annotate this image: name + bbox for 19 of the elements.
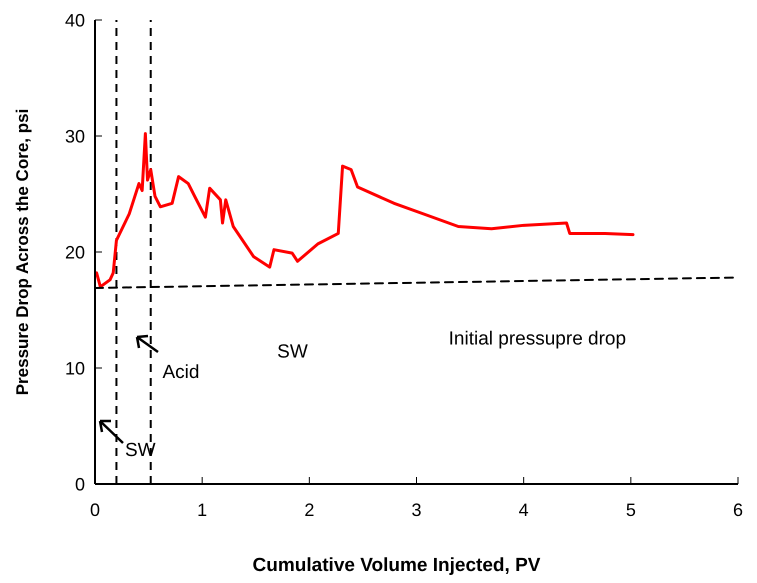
y-tick-label: 40 (64, 10, 85, 30)
annotation: SW (125, 440, 156, 461)
y-tick-label: 0 (74, 474, 85, 494)
y-axis-title: Pressure Drop Across the Core, psi (12, 108, 32, 396)
x-tick-label: 2 (304, 500, 314, 520)
annotation: Acid (162, 362, 200, 384)
x-tick-label: 5 (626, 500, 636, 520)
line-series (95, 132, 634, 288)
x-axis-title: Cumulative Volume Injected, PV (252, 555, 541, 576)
x-tick-label: 6 (732, 500, 744, 520)
x-tick-label: 1 (197, 500, 208, 520)
y-tick-label: 30 (64, 126, 85, 146)
annotation: SW (277, 341, 308, 362)
y-tick-label: 20 (64, 242, 85, 262)
annotation: Initial pressupre drop (448, 328, 626, 350)
x-tick-label: 0 (90, 500, 100, 520)
x-tick-label: 4 (518, 500, 529, 520)
y-tick-label: 10 (64, 358, 85, 378)
x-tick-label: 3 (411, 500, 422, 520)
